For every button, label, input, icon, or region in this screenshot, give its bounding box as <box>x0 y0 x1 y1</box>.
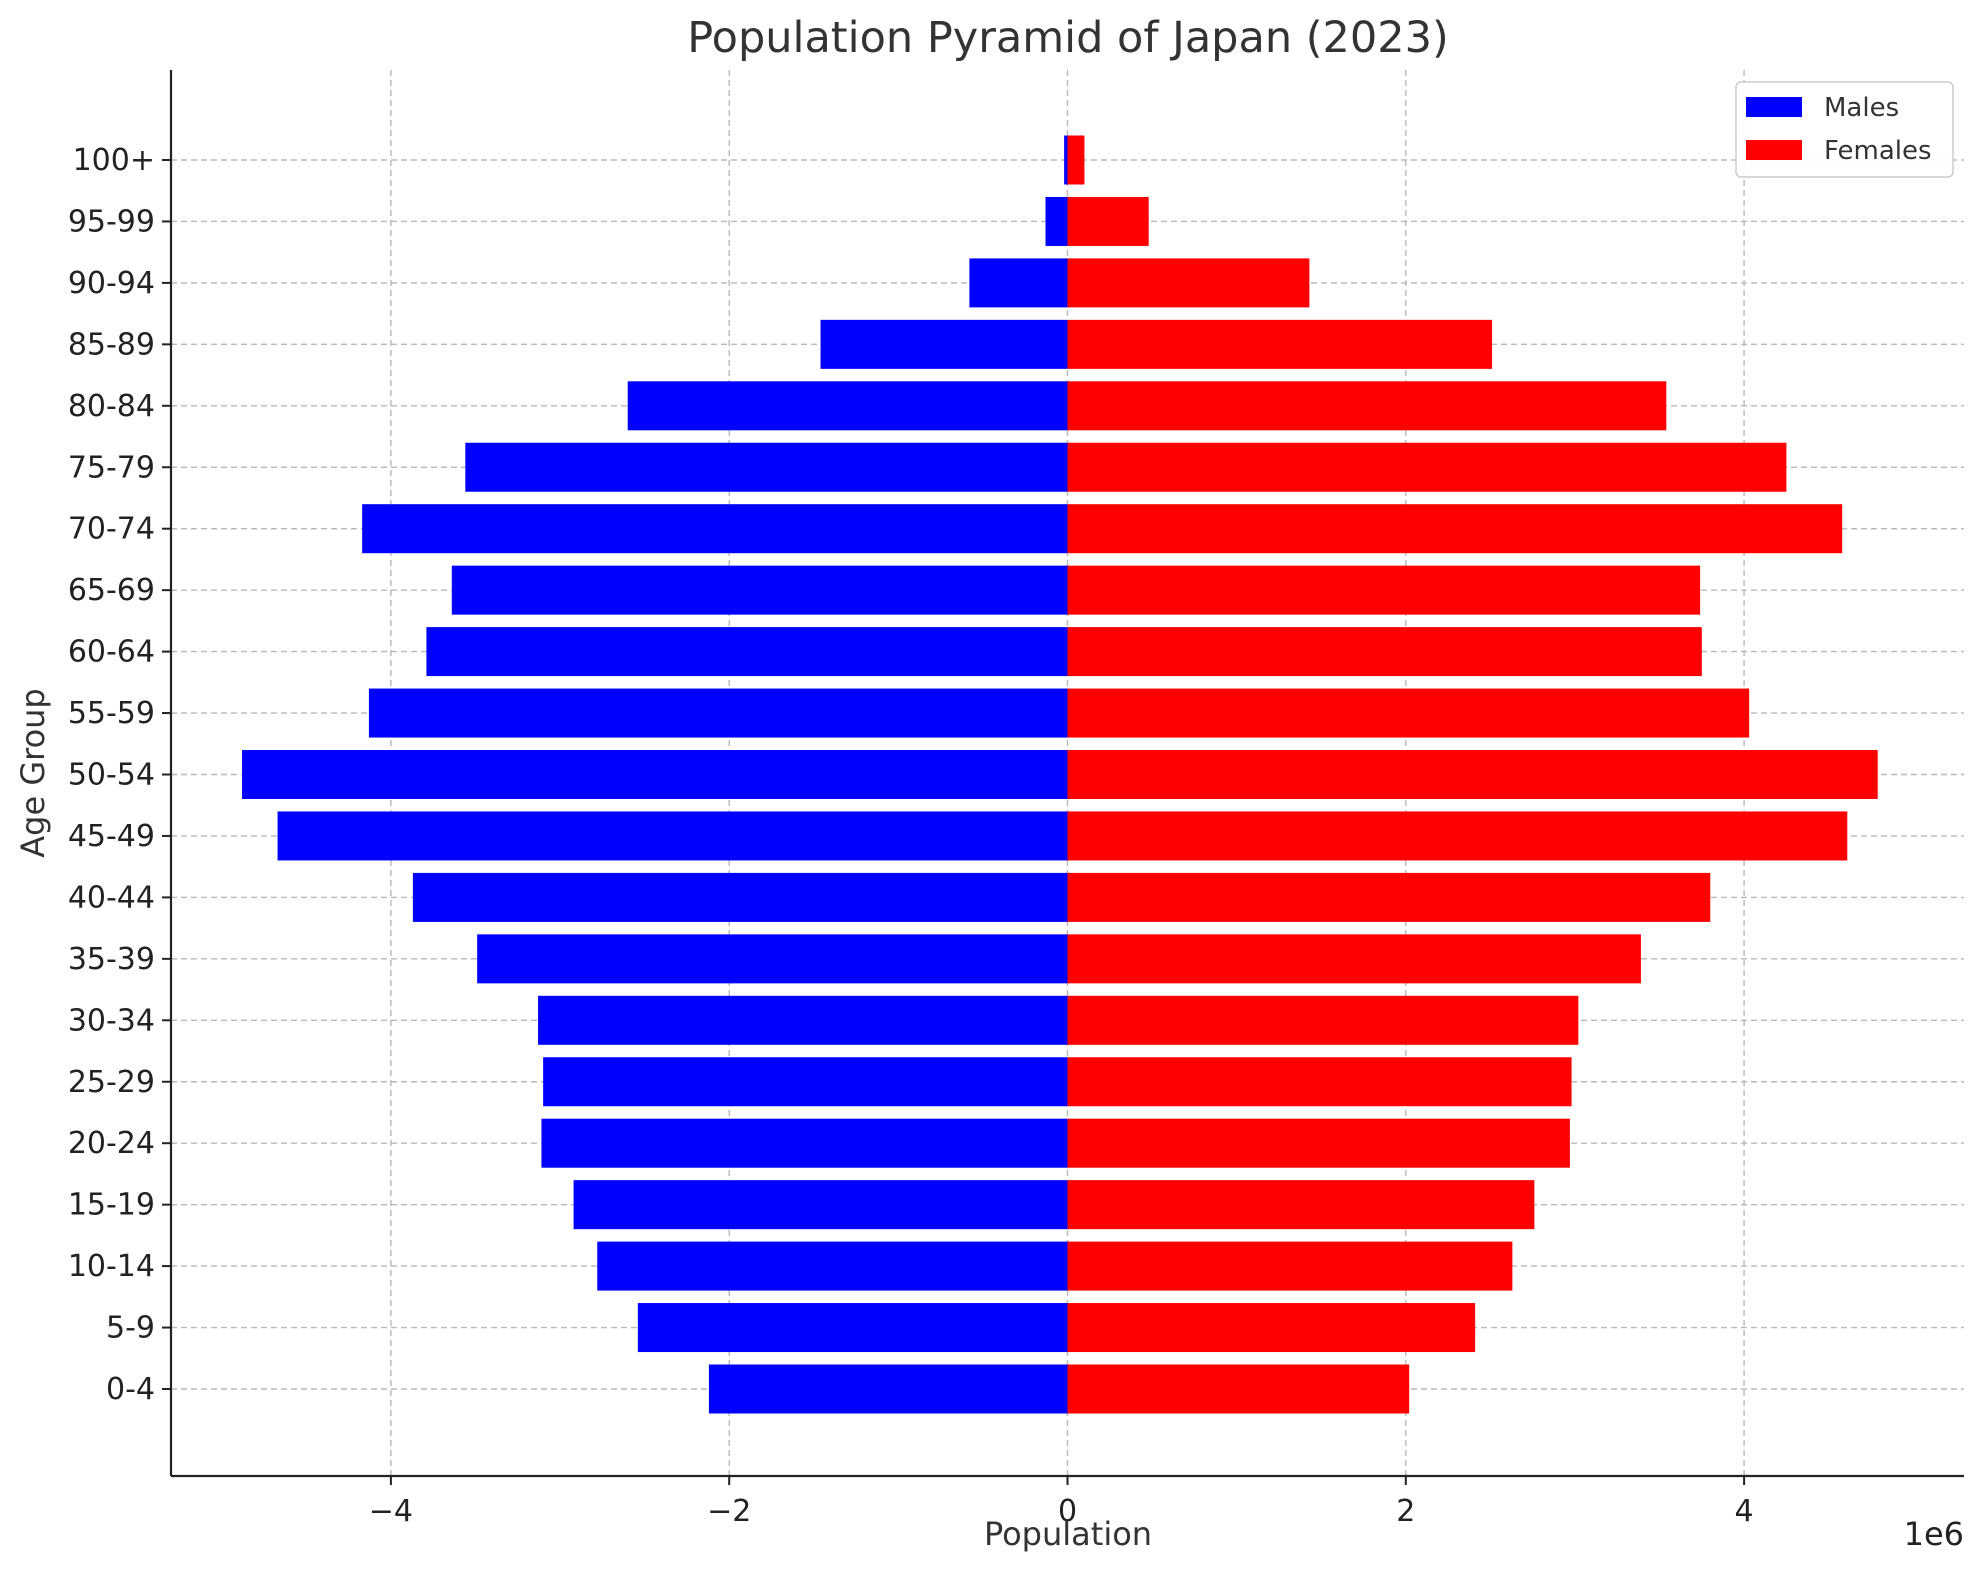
bar-males-25-29 <box>543 1057 1068 1107</box>
x-tick-label: −2 <box>707 1494 751 1529</box>
bar-females-0-4 <box>1067 1364 1410 1414</box>
bar-females-80-84 <box>1067 381 1667 431</box>
y-tick-label: 50-54 <box>68 758 155 793</box>
legend-swatch-females <box>1746 140 1802 160</box>
y-tick-label: 35-39 <box>68 942 155 977</box>
bar-males-15-19 <box>573 1180 1068 1230</box>
tick-layer: −4 −2 0 2 4 0-4 5-9 10-14 15-19 20-24 25-29 30-34 35… <box>68 143 1754 1529</box>
bar-males-55-59 <box>368 688 1068 738</box>
bar-females-5-9 <box>1067 1303 1476 1353</box>
bar-females-55-59 <box>1067 688 1750 738</box>
y-tick-label: 45-49 <box>68 819 155 854</box>
bar-layer <box>242 135 1878 1414</box>
bar-males-10-14 <box>597 1241 1068 1291</box>
y-axis-title: Age Group <box>14 688 52 857</box>
bar-males-20-24 <box>541 1118 1068 1168</box>
bar-females-70-74 <box>1067 504 1843 554</box>
bar-males-35-39 <box>477 934 1068 984</box>
y-tick-label: 40-44 <box>68 880 155 915</box>
bar-females-50-54 <box>1067 750 1878 799</box>
y-tick-label: 20-24 <box>68 1126 155 1161</box>
bar-males-80-84 <box>627 381 1068 431</box>
x-tick-label: −4 <box>369 1494 413 1529</box>
y-tick-label: 80-84 <box>68 389 155 424</box>
bar-males-75-79 <box>465 442 1068 492</box>
y-tick-label: 70-74 <box>68 512 155 547</box>
chart-title: Population Pyramid of Japan (2023) <box>687 13 1449 63</box>
y-tick-label: 75-79 <box>68 450 155 485</box>
legend-label-males: Males <box>1824 93 1899 123</box>
bar-females-25-29 <box>1067 1057 1572 1107</box>
bar-males-60-64 <box>426 627 1068 677</box>
bar-females-35-39 <box>1067 934 1641 984</box>
x-tick-label: 0 <box>1058 1494 1077 1529</box>
bar-males-95-99 <box>1045 196 1068 246</box>
legend-swatch-males <box>1746 97 1802 117</box>
y-tick-label: 55-59 <box>68 696 155 731</box>
bar-females-100+ <box>1067 135 1085 185</box>
bar-males-0-4 <box>708 1364 1068 1414</box>
y-tick-label: 65-69 <box>68 573 155 608</box>
y-tick-label: 85-89 <box>68 327 155 362</box>
bar-males-90-94 <box>969 258 1068 308</box>
bar-females-85-89 <box>1067 319 1493 369</box>
y-tick-label: 95-99 <box>68 204 155 239</box>
bar-females-45-49 <box>1067 811 1848 861</box>
y-tick-label: 5-9 <box>106 1311 155 1346</box>
bar-females-90-94 <box>1067 258 1310 308</box>
y-tick-label: 0-4 <box>106 1372 155 1407</box>
x-axis-title: Population <box>984 1515 1152 1553</box>
bar-males-85-89 <box>820 319 1068 369</box>
bar-males-70-74 <box>362 504 1068 554</box>
bar-males-30-34 <box>538 995 1068 1045</box>
bar-males-100+ <box>1064 135 1068 185</box>
bar-females-40-44 <box>1067 872 1711 922</box>
legend-label-females: Females <box>1824 136 1932 166</box>
x-tick-label: 2 <box>1396 1494 1415 1529</box>
bar-males-5-9 <box>637 1303 1068 1353</box>
bar-females-30-34 <box>1067 995 1579 1045</box>
y-tick-label: 15-19 <box>68 1188 155 1223</box>
y-tick-label: 10-14 <box>68 1249 155 1284</box>
y-tick-label: 25-29 <box>68 1065 155 1100</box>
bar-males-40-44 <box>412 872 1068 922</box>
y-tick-label: 60-64 <box>68 635 155 670</box>
bar-females-75-79 <box>1067 442 1787 492</box>
legend: Males Females <box>1735 81 1954 178</box>
bar-females-95-99 <box>1067 196 1149 246</box>
bar-females-20-24 <box>1067 1118 1570 1168</box>
x-axis-offset-label: 1e6 <box>1904 1515 1964 1553</box>
y-tick-label: 100+ <box>73 143 155 178</box>
bar-females-10-14 <box>1067 1241 1513 1291</box>
bar-males-45-49 <box>277 811 1068 861</box>
x-tick-label: 4 <box>1735 1494 1754 1529</box>
bar-females-65-69 <box>1067 565 1701 615</box>
bar-females-60-64 <box>1067 627 1702 677</box>
bar-females-15-19 <box>1067 1180 1535 1230</box>
bar-males-50-54 <box>242 750 1068 799</box>
bar-males-65-69 <box>451 565 1068 615</box>
y-tick-label: 30-34 <box>68 1003 155 1038</box>
y-tick-label: 90-94 <box>68 266 155 301</box>
